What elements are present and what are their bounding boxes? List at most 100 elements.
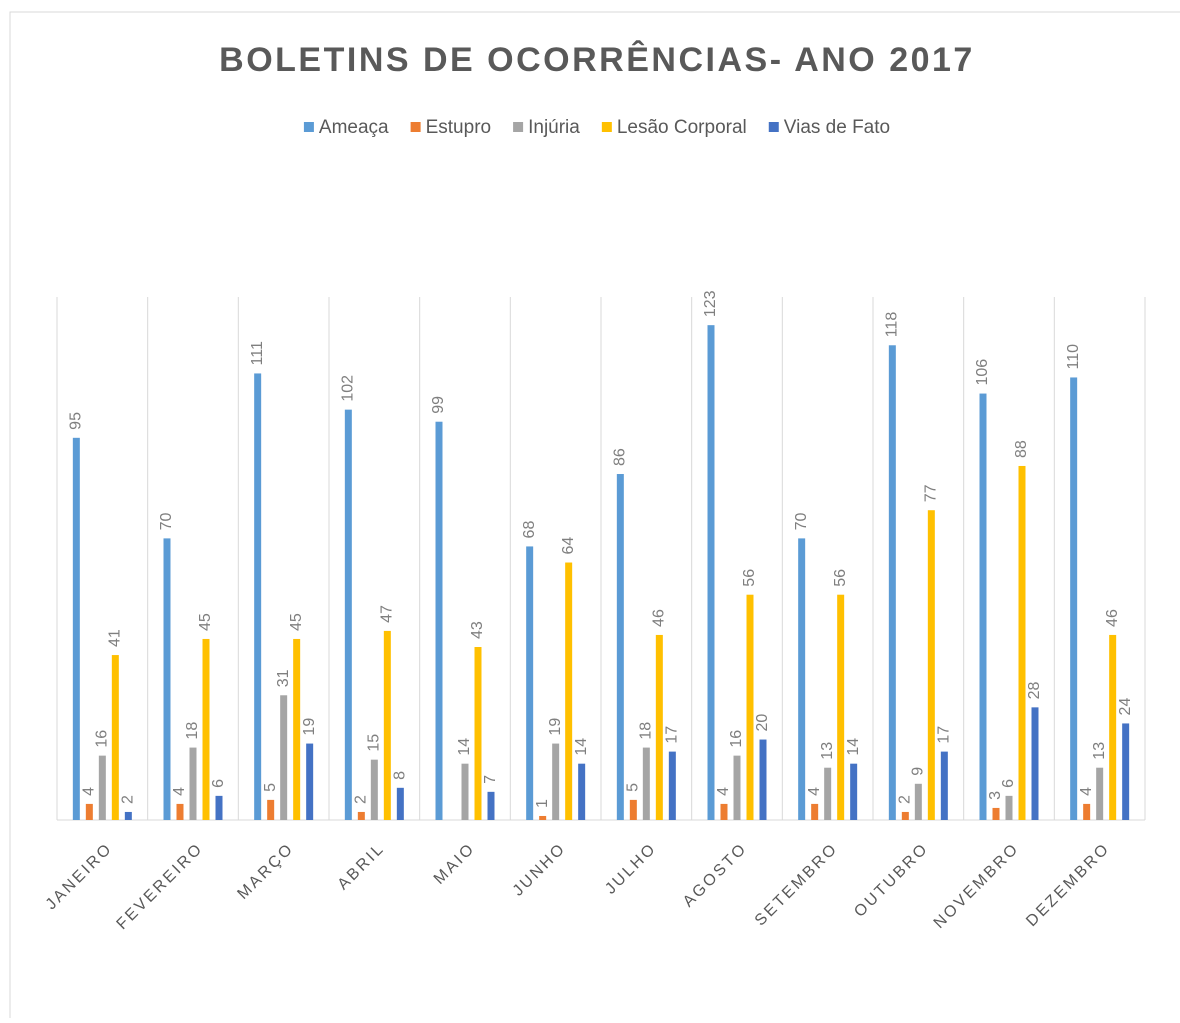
bar	[1018, 465, 1026, 820]
data-label: 14	[845, 738, 862, 756]
x-tick-label: SETEMBRO	[752, 840, 842, 930]
bar	[72, 437, 80, 820]
bar	[396, 787, 404, 820]
data-label: 19	[547, 718, 564, 736]
bar	[668, 751, 676, 820]
legend-swatch	[768, 122, 779, 132]
x-tick-label: MAIO	[431, 840, 479, 888]
data-label: 8	[392, 771, 409, 780]
data-label: 102	[340, 375, 357, 402]
bar	[914, 783, 922, 820]
data-label: 16	[94, 730, 111, 748]
bar	[850, 763, 858, 820]
data-label: 106	[974, 359, 991, 386]
data-label: 16	[728, 730, 745, 748]
x-tick-label: JUNHO	[510, 840, 570, 900]
data-label: 31	[275, 669, 292, 687]
bar	[565, 562, 573, 820]
bar	[539, 815, 547, 820]
bar	[474, 647, 482, 820]
data-label: 118	[884, 312, 901, 338]
bar	[370, 759, 378, 820]
data-label: 14	[573, 738, 590, 756]
x-tick-label: MARÇO	[235, 840, 298, 903]
legend-swatch	[601, 122, 612, 132]
x-tick-label: NOVEMBRO	[931, 840, 1023, 932]
bar	[888, 345, 896, 820]
data-label: 15	[366, 734, 383, 752]
bar	[642, 747, 650, 820]
bar	[733, 755, 741, 820]
data-label: 13	[1091, 742, 1108, 760]
data-label: 13	[819, 742, 836, 760]
bar	[655, 634, 663, 820]
bar	[616, 474, 624, 820]
data-label: 20	[754, 714, 771, 732]
data-label: 111	[249, 341, 266, 365]
bar	[98, 755, 106, 820]
bar	[306, 743, 314, 820]
bar	[383, 630, 391, 820]
x-tick-label: FEVEREIRO	[113, 840, 206, 933]
bar	[1122, 723, 1130, 820]
data-label: 19	[301, 718, 318, 736]
bar	[759, 739, 767, 820]
bar	[837, 594, 845, 820]
data-label: 5	[625, 783, 642, 792]
legend-label: Estupro	[426, 117, 491, 138]
data-label: 6	[210, 779, 227, 788]
bar	[293, 638, 301, 820]
data-label: 2	[897, 795, 914, 804]
data-label: 3	[987, 791, 1004, 800]
bar	[1031, 707, 1039, 820]
bar	[461, 763, 469, 820]
data-label: 46	[1104, 609, 1121, 627]
legend-label: Injúria	[528, 117, 580, 138]
bar	[1005, 795, 1013, 820]
data-label: 7	[482, 775, 499, 784]
data-label: 28	[1026, 681, 1043, 699]
data-label: 14	[456, 738, 473, 756]
data-label: 88	[1013, 440, 1030, 458]
bar	[280, 695, 288, 820]
data-label: 86	[612, 448, 629, 466]
bar	[124, 811, 132, 820]
data-label: 5	[262, 783, 279, 792]
x-tick-label: JULHO	[602, 840, 660, 898]
data-label: 6	[1000, 779, 1017, 788]
legend-swatch	[410, 122, 421, 132]
data-label: 4	[715, 787, 732, 796]
data-label: 4	[81, 787, 98, 796]
bar	[189, 747, 197, 820]
bar	[1096, 767, 1104, 820]
bar	[629, 799, 637, 820]
bar	[163, 538, 171, 820]
legend-label: Lesão Corporal	[617, 117, 747, 138]
x-tick-label: ABRIL	[335, 840, 389, 894]
legend-swatch	[513, 122, 524, 132]
bar	[526, 546, 534, 820]
chart-title: BOLETINS DE OCORRÊNCIAS- ANO 2017	[219, 41, 975, 79]
bar	[746, 594, 754, 820]
bar	[901, 811, 909, 820]
data-label: 18	[638, 722, 655, 740]
data-label: 95	[68, 412, 85, 430]
bar	[487, 791, 495, 820]
data-label: 43	[469, 621, 486, 639]
data-label: 41	[107, 629, 124, 647]
data-label: 70	[158, 512, 175, 530]
data-label: 45	[288, 613, 305, 631]
bar	[85, 803, 93, 820]
bar	[824, 767, 832, 820]
bar	[1083, 803, 1091, 820]
x-tick-label: OUTUBRO	[851, 840, 932, 921]
data-label: 77	[923, 484, 940, 502]
data-label: 2	[120, 795, 137, 804]
bar	[254, 373, 262, 820]
bar	[552, 743, 560, 820]
data-label: 24	[1117, 698, 1134, 716]
bar	[357, 811, 365, 820]
bar	[940, 751, 948, 820]
bar	[344, 409, 352, 820]
